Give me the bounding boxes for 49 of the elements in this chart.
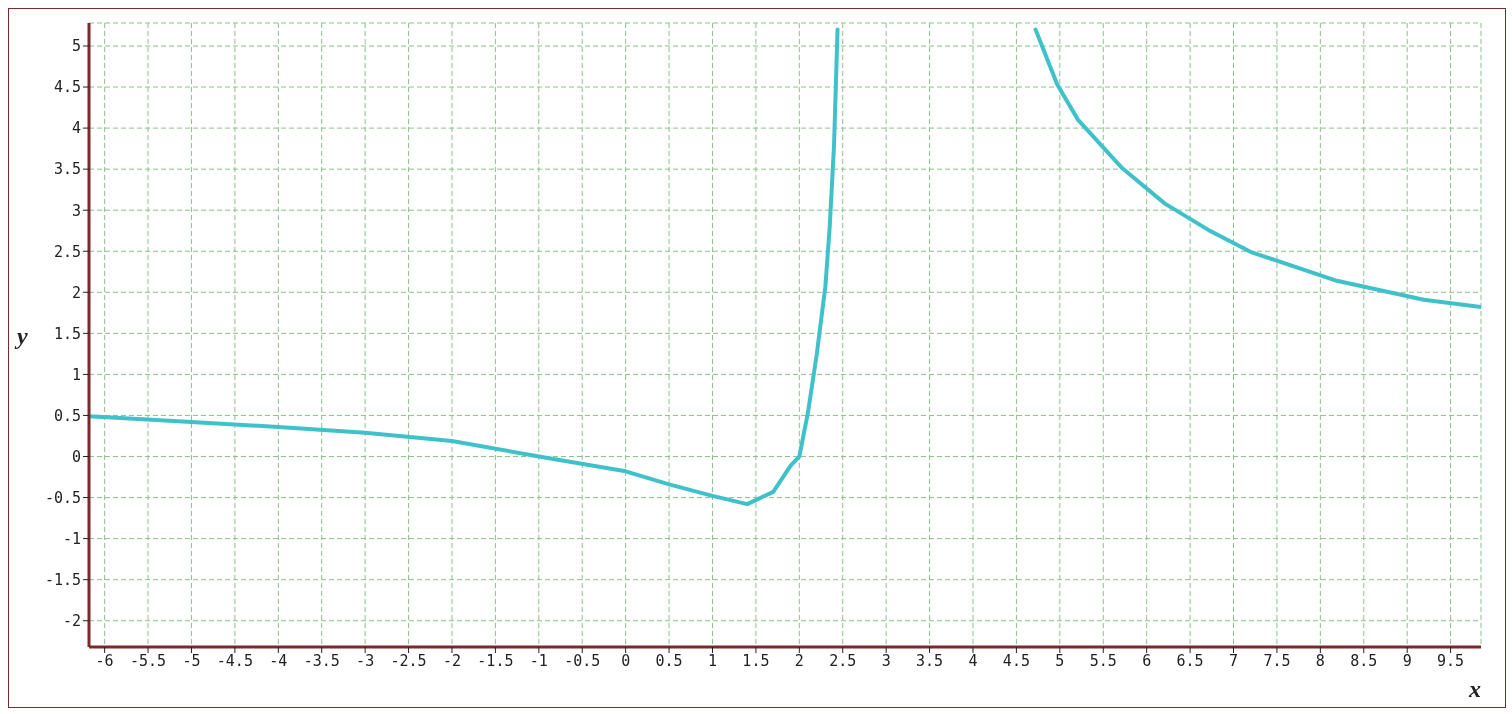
x-tick-label: -2.5: [390, 651, 427, 670]
x-tick-label: -4: [269, 651, 288, 670]
y-tick-label: 4.5: [53, 78, 81, 97]
y-tick-label: -0.5: [44, 488, 81, 507]
x-axis-title: x: [1468, 676, 1481, 702]
y-tick-label: 0: [71, 447, 81, 466]
y-tick-label: 3: [71, 201, 81, 220]
x-tick-label: -1.5: [477, 651, 514, 670]
x-tick-label: 5.5: [1089, 651, 1117, 670]
x-tick-label: -2: [442, 651, 462, 670]
x-tick-label: -3: [356, 651, 375, 670]
y-tick-label: -1: [62, 529, 81, 548]
x-tick-label: 5: [1055, 651, 1065, 670]
x-tick-label: 8.5: [1350, 651, 1378, 670]
y-tick-label: -1.5: [44, 571, 81, 589]
x-tick-label: -5: [182, 651, 201, 670]
x-tick-label: 0: [621, 651, 631, 670]
x-tick-label: 9.5: [1437, 651, 1465, 670]
y-tick-label: 5: [71, 37, 81, 56]
y-tick-label: 0.5: [53, 406, 81, 425]
x-tick-label: 9: [1402, 651, 1412, 670]
x-tick-label: 4: [968, 651, 978, 670]
y-tick-label: 4: [71, 119, 81, 138]
y-tick-label: 2.5: [53, 242, 81, 261]
x-tick-label: 3: [881, 651, 891, 670]
y-axis-title: y: [14, 322, 28, 349]
x-tick-label: 4.5: [1002, 651, 1030, 670]
y-tick-label: 1: [71, 365, 81, 384]
x-tick-label: -0.5: [564, 651, 601, 670]
x-tick-label: 2: [794, 651, 804, 670]
x-tick-label: 0.5: [655, 651, 683, 670]
x-tick-label: 1: [707, 651, 718, 670]
x-tick-label: 6: [1142, 651, 1152, 670]
x-tick-label: -1: [529, 651, 548, 670]
x-tick-label: -4.5: [216, 651, 253, 670]
x-tick-label: 7: [1229, 651, 1239, 670]
x-tick-label: -3.5: [303, 651, 340, 670]
x-tick-label: 3.5: [916, 651, 944, 670]
x-tick-label: -6: [95, 651, 114, 670]
x-tick-label: 1.5: [742, 651, 770, 670]
y-tick-label: 1.5: [53, 324, 81, 343]
x-tick-label: -5.5: [129, 651, 167, 670]
x-tick-label: 7.5: [1263, 651, 1291, 670]
x-tick-label: 2.5: [829, 651, 857, 670]
x-tick-label: 8: [1315, 651, 1325, 670]
y-tick-label: 3.5: [53, 160, 81, 179]
x-tick-label: 6.5: [1176, 651, 1204, 670]
y-tick-label: -2: [62, 612, 81, 631]
y-tick-label: 2: [71, 283, 81, 302]
